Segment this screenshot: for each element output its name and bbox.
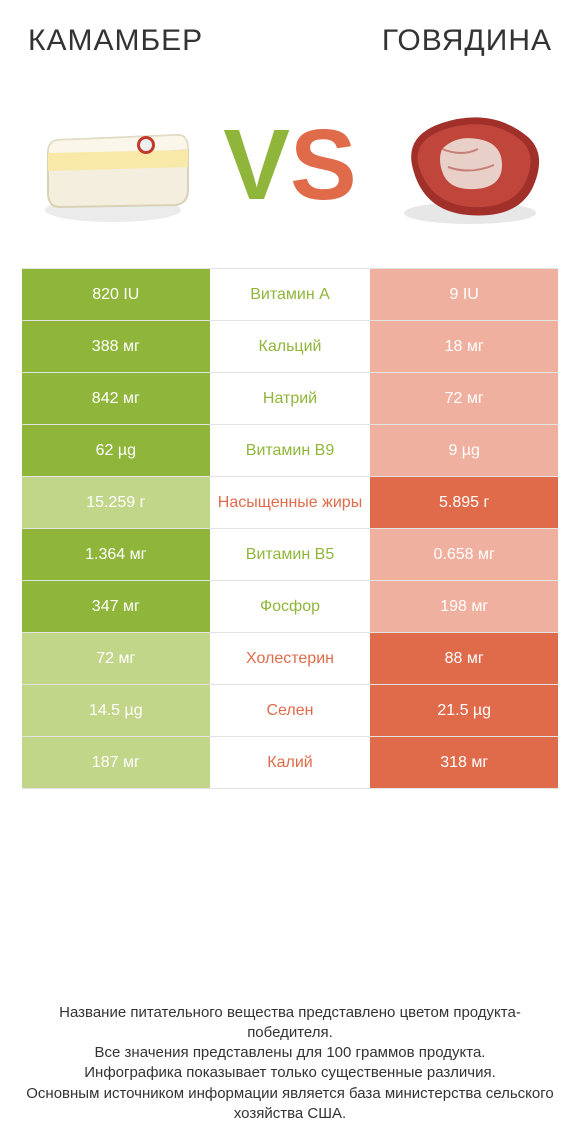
table-row: 14.5 µgСелен21.5 µg — [22, 685, 558, 737]
table-row: 15.259 гНасыщенные жиры5.895 г — [22, 477, 558, 529]
table-row: 347 мгФосфор198 мг — [22, 581, 558, 633]
value-left: 15.259 г — [22, 477, 210, 528]
nutrient-name: Кальций — [210, 321, 371, 372]
nutrient-name: Витамин B5 — [210, 529, 371, 580]
value-left: 72 мг — [22, 633, 210, 684]
value-right: 21.5 µg — [370, 685, 558, 736]
value-right: 0.658 мг — [370, 529, 558, 580]
nutrient-name: Калий — [210, 737, 371, 788]
comparison-page: КАМАМБЕР ГОВЯДИНА VS — [0, 0, 580, 1144]
value-right: 198 мг — [370, 581, 558, 632]
value-left: 347 мг — [22, 581, 210, 632]
footer-notes: Название питательного вещества представл… — [22, 975, 558, 1125]
hero-row: VS — [22, 68, 558, 268]
beef-image — [382, 95, 552, 235]
nutrient-name: Фосфор — [210, 581, 371, 632]
table-row: 388 мгКальций18 мг — [22, 321, 558, 373]
nutrient-table: 820 IUВитамин A9 IU388 мгКальций18 мг842… — [22, 268, 558, 789]
camembert-image — [28, 95, 198, 235]
value-right: 9 µg — [370, 425, 558, 476]
value-right: 88 мг — [370, 633, 558, 684]
footer-line: Все значения представлены для 100 граммо… — [26, 1043, 554, 1063]
value-right: 18 мг — [370, 321, 558, 372]
title-right: ГОВЯДИНА — [382, 24, 552, 58]
nutrient-name: Витамин B9 — [210, 425, 371, 476]
vs-s: S — [290, 115, 357, 215]
value-right: 318 мг — [370, 737, 558, 788]
value-left: 62 µg — [22, 425, 210, 476]
table-row: 1.364 мгВитамин B50.658 мг — [22, 529, 558, 581]
value-right: 9 IU — [370, 269, 558, 320]
nutrient-name: Натрий — [210, 373, 371, 424]
value-left: 1.364 мг — [22, 529, 210, 580]
footer-line: Название питательного вещества представл… — [26, 1003, 554, 1044]
nutrient-name: Витамин A — [210, 269, 371, 320]
table-row: 72 мгХолестерин88 мг — [22, 633, 558, 685]
nutrient-name: Насыщенные жиры — [210, 477, 371, 528]
footer-line: Основным источником информации является … — [26, 1084, 554, 1125]
value-left: 388 мг — [22, 321, 210, 372]
nutrient-name: Селен — [210, 685, 371, 736]
table-row: 820 IUВитамин A9 IU — [22, 269, 558, 321]
table-row: 842 мгНатрий72 мг — [22, 373, 558, 425]
titles-row: КАМАМБЕР ГОВЯДИНА — [22, 24, 558, 68]
vs-label: VS — [223, 115, 356, 215]
nutrient-name: Холестерин — [210, 633, 371, 684]
table-row: 187 мгКалий318 мг — [22, 737, 558, 789]
footer-line: Инфографика показывает только существенн… — [26, 1063, 554, 1083]
title-left: КАМАМБЕР — [28, 24, 203, 58]
value-left: 14.5 µg — [22, 685, 210, 736]
value-right: 72 мг — [370, 373, 558, 424]
value-left: 842 мг — [22, 373, 210, 424]
table-row: 62 µgВитамин B99 µg — [22, 425, 558, 477]
value-right: 5.895 г — [370, 477, 558, 528]
value-left: 187 мг — [22, 737, 210, 788]
value-left: 820 IU — [22, 269, 210, 320]
vs-v: V — [223, 115, 290, 215]
